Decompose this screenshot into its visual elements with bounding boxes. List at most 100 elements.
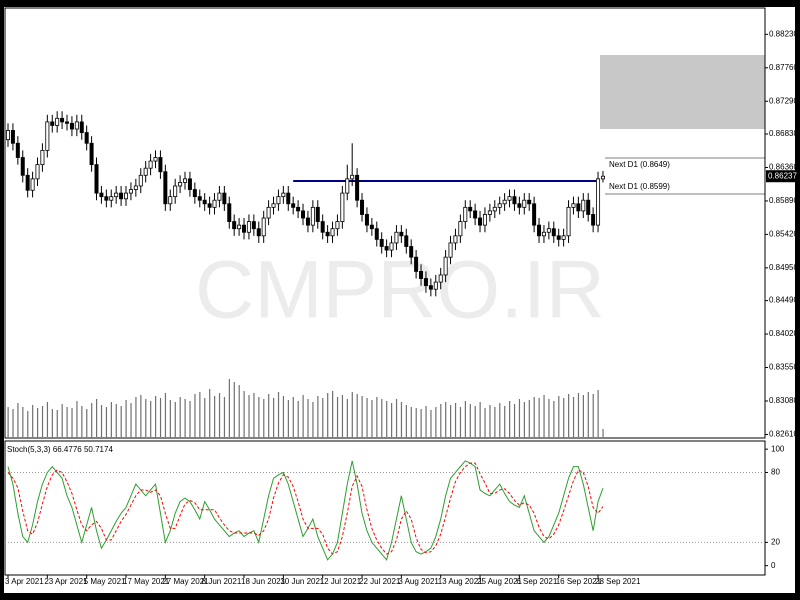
y-tick-label: 0.84950 [769,263,798,272]
candle-body [163,171,168,205]
volume-bar [268,394,270,437]
candle-body [10,130,15,144]
volume-bar [81,406,83,437]
candle-body [364,214,369,226]
volume-bar [592,394,594,437]
volume-bar [145,399,147,437]
volume-bar [568,394,570,437]
candle-body [296,206,301,212]
candle-body [256,228,261,237]
volume-bar [115,404,117,437]
candle-body [379,238,384,247]
candle-body [35,164,40,180]
candle-body [394,231,399,244]
candle-body [478,217,483,226]
volume-bar [474,406,476,437]
candle-body [596,178,601,226]
volume-bar [105,407,108,437]
candle-body [310,206,315,226]
candle-body [600,175,605,180]
candle-body [419,271,424,279]
candle-body [360,199,365,215]
candle-body [369,224,374,230]
volume-bar [430,410,432,437]
candle-body [168,196,173,205]
candle-body [350,174,355,180]
candle-body [541,231,546,237]
volume-bar [400,402,403,437]
candle-body [109,196,114,201]
candle-body [409,246,414,258]
volume-bar [51,409,53,437]
candle-body [404,235,409,247]
annotation: Next D1 (0.8599) [609,182,670,191]
volume-bar [263,399,265,437]
y-tick-label: 0.83080 [769,396,798,405]
volume-bar [513,404,516,437]
stoch-line [7,462,604,555]
candle-body [89,142,94,166]
candle-body [576,203,581,212]
volume-bar [243,391,245,437]
y-tick-label: 0.84020 [769,329,798,338]
volume-bar [150,401,152,437]
candle-body [586,199,591,215]
volume-bar [86,409,88,437]
volume-bar [371,400,373,437]
indicator-label: Stoch(5,3,3) 66.4776 50.7174 [7,445,113,454]
volume-bar [376,397,378,437]
volume-bar [277,392,280,437]
volume-bar [282,396,285,437]
y-tick-label: 20 [771,537,780,546]
volume-bar [258,397,260,437]
candle-body [374,228,379,240]
volume-bar [386,401,388,437]
candle-body [232,221,237,230]
candle-body [222,192,227,205]
candle-body [6,130,11,141]
candle-body [99,192,104,198]
candle-body [60,117,65,123]
candle-body [266,206,271,219]
volume-bar [71,408,73,437]
volume-bar [405,405,407,437]
candle-body [25,174,30,191]
candle-body [546,228,551,233]
candle-body [315,206,320,222]
volume-bar [189,401,191,437]
volume-bar [317,396,319,437]
x-tick-label: 6 Sep 2021 [516,577,557,586]
candle-body [114,192,119,198]
y-tick-label: 0.87760 [769,63,798,72]
x-tick-label: 3 Apr 2021 [5,577,44,586]
volume-bar [341,395,344,437]
volume-bar [440,404,442,437]
volume-bar [120,406,122,437]
volume-bar [41,406,44,437]
candle-body [133,185,138,190]
candle-body [128,189,133,194]
candle-body [414,256,419,272]
y-tick-label: 0.84490 [769,296,798,305]
volume-bar [479,402,481,437]
candle-body [384,246,389,251]
volume-bar [454,403,457,437]
candle-body [158,157,163,173]
candle-body [242,224,247,233]
volume-bar [577,393,580,437]
candle-body [20,157,25,176]
candle-body [217,192,222,201]
volume-bar [223,397,226,437]
candle-body [527,199,532,205]
volume-bar [96,399,98,437]
candle-body [281,192,286,198]
candle-body [438,274,443,283]
candle-body [497,203,502,208]
volume-bar [445,402,447,437]
volume-bar [572,397,575,437]
volume-bar [140,395,142,437]
volume-bar [327,393,329,437]
x-tick-label: 22 Jul 2021 [359,577,401,586]
volume-bar [12,409,14,437]
